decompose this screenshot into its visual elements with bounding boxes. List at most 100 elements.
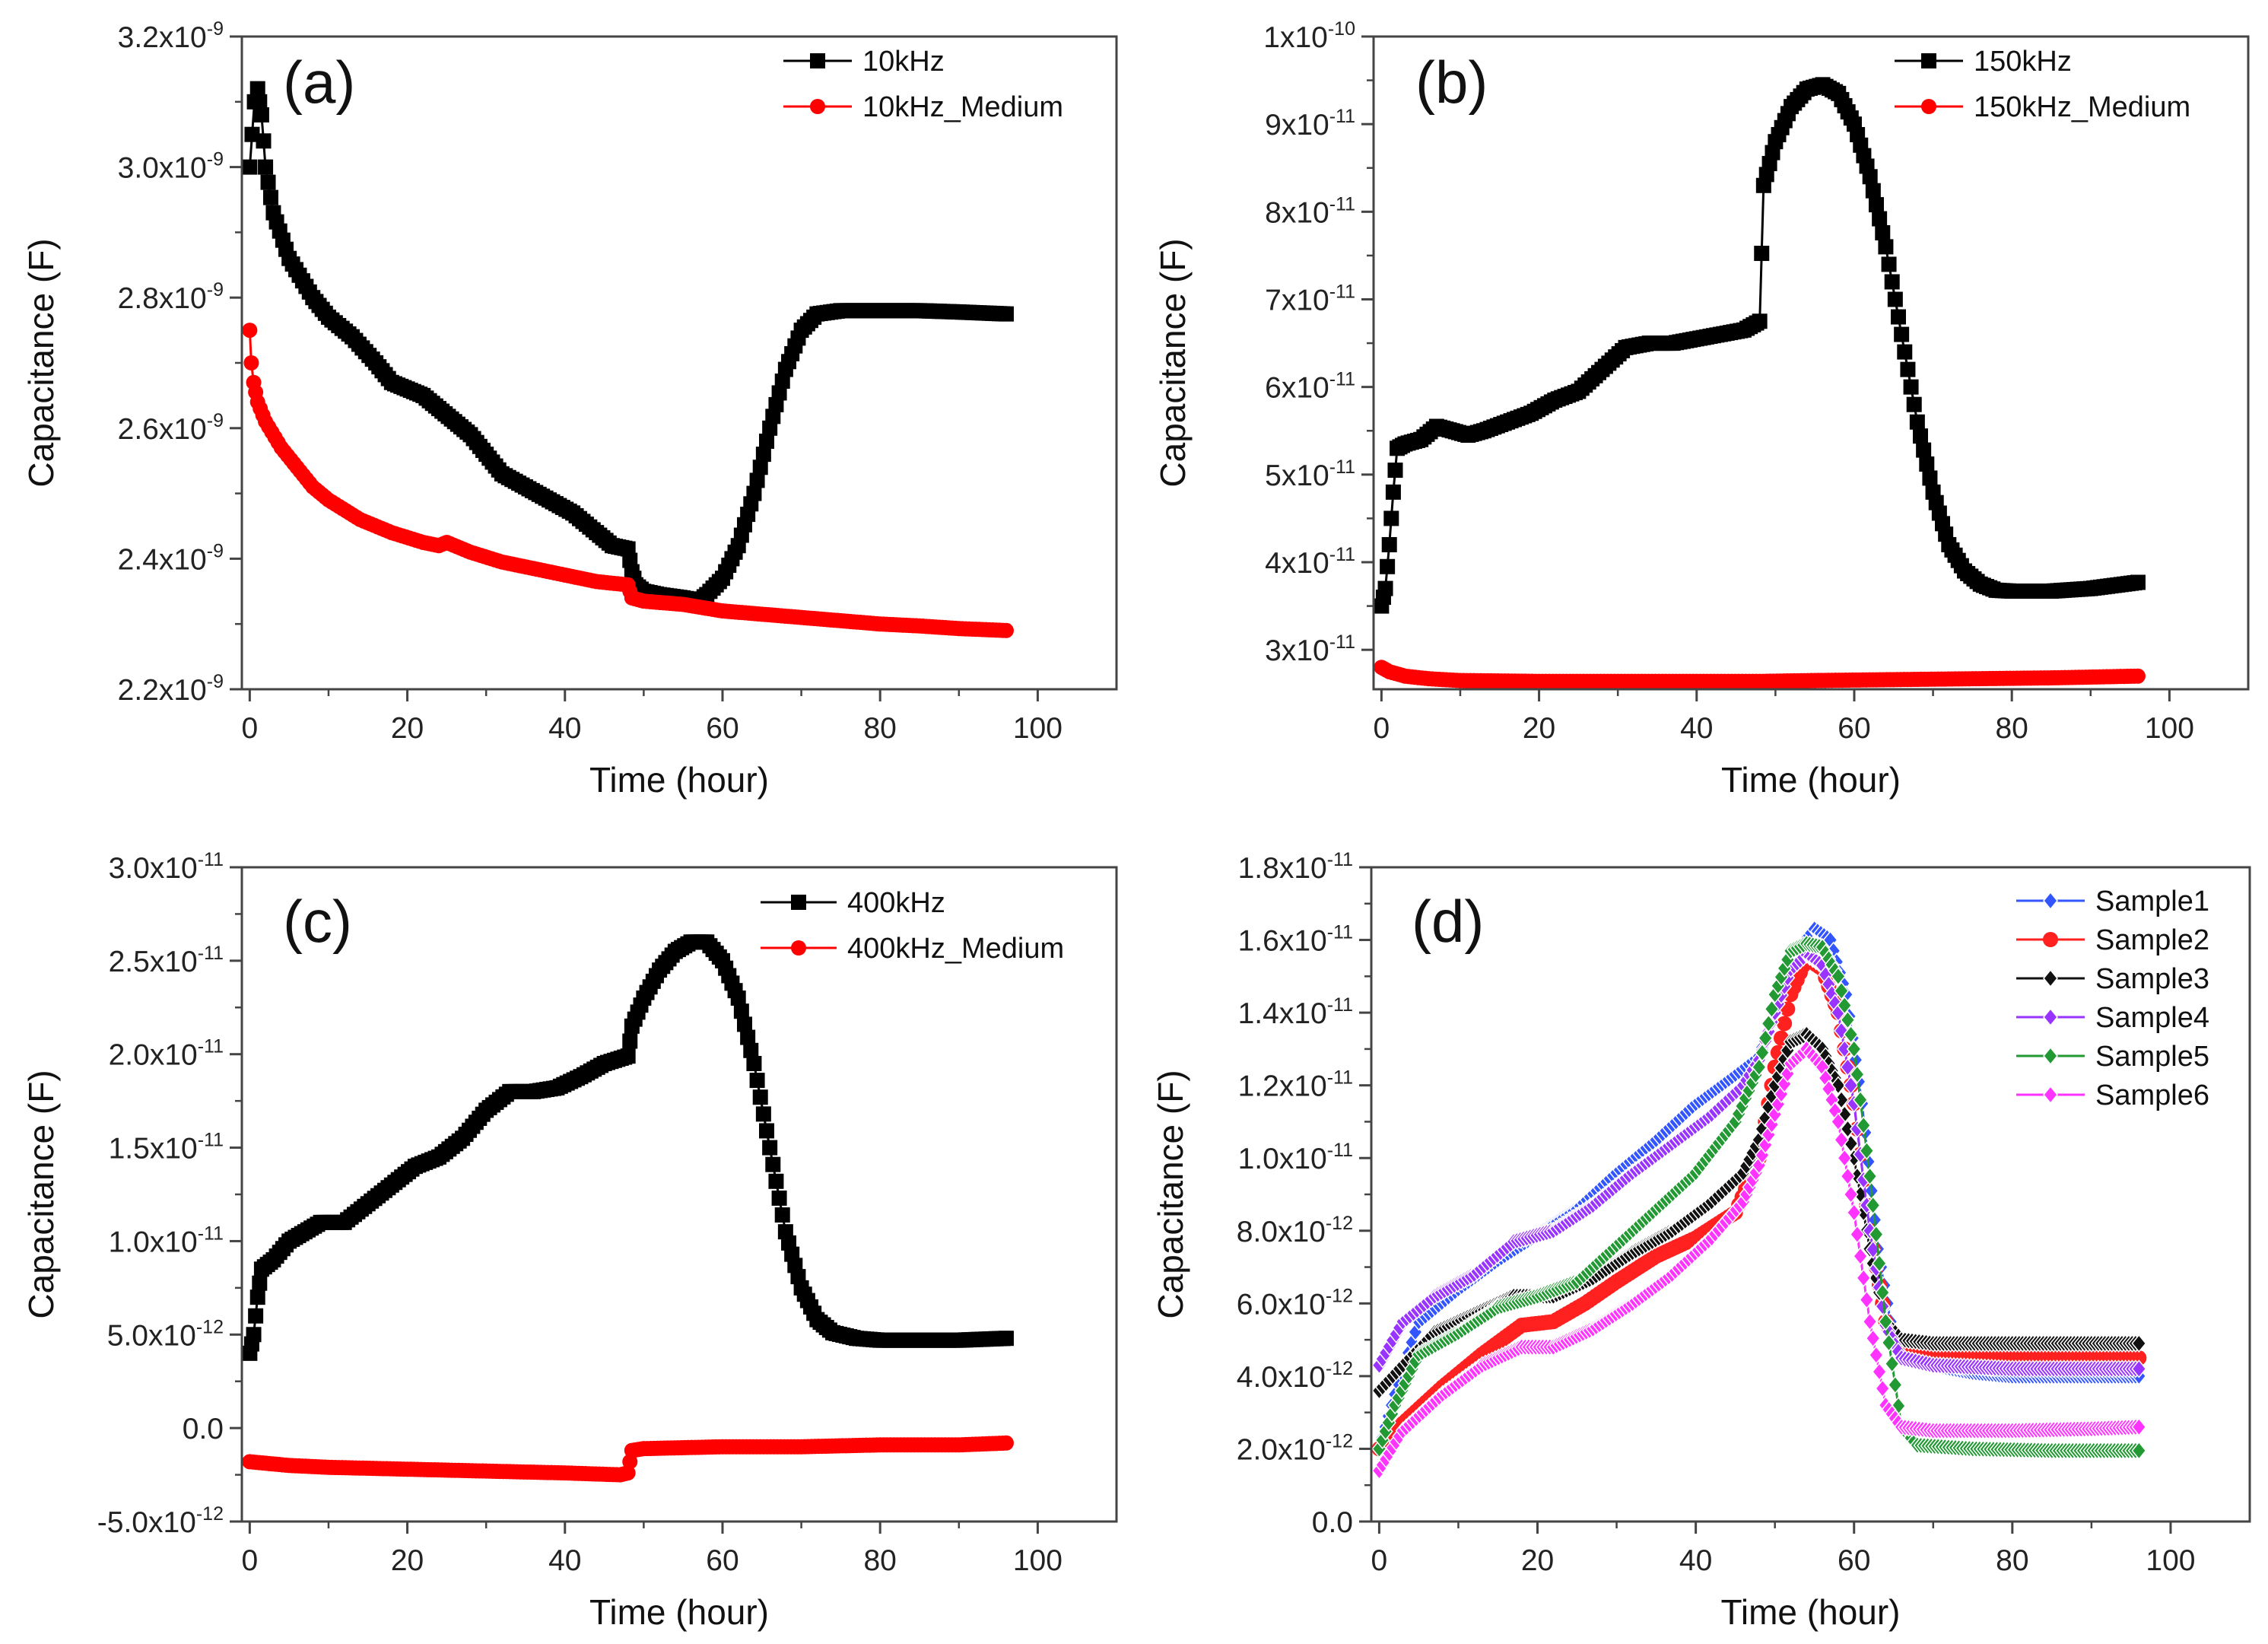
panel-label: (a)	[283, 49, 355, 116]
data-point	[768, 1173, 784, 1189]
y-tick-label: 1.2x10-11	[1238, 1067, 1353, 1103]
data-point	[998, 622, 1014, 638]
y-tick-label: -5.0x10-12	[97, 1503, 224, 1539]
data-point	[765, 409, 781, 425]
legend-item: Sample2	[2016, 924, 2209, 956]
data-point	[1900, 361, 1916, 377]
y-tick-label: 1.0x10-11	[109, 1223, 224, 1258]
data-point	[1834, 1130, 1850, 1150]
y-tick-label: 2.6x10-9	[118, 410, 224, 446]
data-point	[749, 1073, 765, 1089]
data-point	[1887, 291, 1903, 307]
legend-label: 400kHz	[847, 887, 945, 919]
y-tick-label: 3.0x10-9	[118, 149, 224, 185]
x-tick-label: 0	[1374, 712, 1390, 745]
data-point	[1875, 224, 1891, 240]
panel-label: (d)	[1412, 888, 1484, 955]
data-point	[242, 323, 258, 339]
data-point	[2131, 1441, 2147, 1461]
legend-item: 10kHz_Medium	[783, 91, 1063, 123]
chart-panel-d: 0 20 40 60 80 100 0.0 2.0x10-12 4.0x10-12 6.0x10-…	[1151, 849, 2251, 1632]
y-tick-label: 8.0x10-12	[1237, 1213, 1353, 1248]
series-line	[1380, 83, 2139, 606]
legend-item: 10kHz	[783, 46, 945, 78]
data-point	[253, 107, 269, 122]
series-sample6	[1371, 1039, 2147, 1480]
y-axis-title: Capacitance (F)	[1153, 238, 1193, 487]
data-point	[256, 133, 272, 149]
series-line	[248, 940, 1007, 1354]
y-tick-label: 0.0	[183, 1413, 224, 1445]
data-point	[746, 485, 762, 501]
data-point	[1377, 580, 1393, 596]
y-axis-title: Capacitance (F)	[21, 1070, 61, 1318]
x-tick-label: 20	[1521, 1544, 1554, 1577]
panel-label: (b)	[1415, 49, 1488, 116]
data-point	[998, 1331, 1014, 1347]
data-point	[1849, 1065, 1865, 1084]
data-point	[258, 159, 274, 175]
x-tick-label: 0	[1371, 1544, 1388, 1577]
legend-label: Sample2	[2095, 924, 2209, 956]
data-point	[1868, 197, 1884, 213]
data-point	[1755, 1043, 1770, 1062]
data-point	[1891, 309, 1906, 325]
legend-marker	[2043, 1046, 2058, 1066]
y-tick-label: 9x10-11	[1265, 106, 1355, 142]
data-point	[1894, 326, 1910, 342]
data-point	[730, 991, 746, 1006]
x-axis-title: Time (hour)	[1721, 1592, 1901, 1632]
data-point	[1872, 211, 1888, 227]
data-point	[998, 306, 1014, 322]
data-point	[752, 459, 768, 475]
y-tick-label: 2.4x10-9	[118, 540, 224, 576]
series-10khz-medium	[242, 323, 1014, 638]
x-tick-label: 20	[1523, 712, 1555, 745]
legend-label: 150kHz_Medium	[1974, 91, 2190, 123]
data-point	[1853, 1247, 1869, 1266]
data-point	[1385, 484, 1401, 500]
x-tick-label: 20	[391, 712, 424, 745]
data-point	[620, 541, 636, 557]
data-point	[1865, 183, 1881, 199]
data-point	[249, 81, 265, 97]
chart-panel-c: 0 20 40 60 80 100 -5.0x10-12 0.0 5.0x10-12 1.0x10…	[21, 849, 1118, 1632]
x-tick-label: 80	[863, 712, 896, 745]
x-axis-title: Time (hour)	[589, 760, 769, 800]
series-150khz-medium	[1374, 660, 2146, 689]
y-axis-title: Capacitance (F)	[21, 238, 61, 487]
legend-item: 400kHz	[761, 887, 945, 919]
legend-marker	[2043, 932, 2058, 947]
data-point	[1830, 967, 1846, 986]
data-point	[762, 1140, 778, 1156]
data-point	[1843, 1185, 1859, 1204]
data-point	[752, 1089, 768, 1105]
y-tick-label: 4x10-11	[1265, 544, 1355, 580]
data-point	[771, 385, 787, 401]
data-point	[252, 1275, 268, 1291]
data-point	[248, 1308, 264, 1324]
data-point	[1830, 1112, 1846, 1131]
data-point	[1875, 1378, 1891, 1398]
data-point	[2130, 574, 2146, 590]
x-axis-title: Time (hour)	[1721, 760, 1901, 800]
y-tick-label: 2.0x10-11	[109, 1036, 224, 1072]
data-point	[1875, 1296, 1891, 1316]
data-point	[771, 1190, 787, 1206]
data-point	[1881, 256, 1897, 272]
data-point	[1865, 1196, 1881, 1215]
x-tick-label: 0	[242, 1544, 259, 1577]
data-point	[765, 1156, 781, 1172]
x-tick-label: 40	[548, 1544, 581, 1577]
data-point	[1840, 1057, 1856, 1076]
legend-marker	[2043, 1085, 2058, 1105]
legend-item: Sample3	[2016, 963, 2209, 995]
data-point	[1887, 1375, 1903, 1394]
x-axis-title: Time (hour)	[589, 1592, 769, 1632]
data-point	[1862, 169, 1878, 185]
legend-label: Sample6	[2095, 1080, 2209, 1111]
data-point	[749, 472, 765, 488]
data-point	[1387, 463, 1403, 479]
y-tick-label: 6x10-11	[1265, 369, 1355, 405]
data-point	[1862, 1166, 1878, 1186]
